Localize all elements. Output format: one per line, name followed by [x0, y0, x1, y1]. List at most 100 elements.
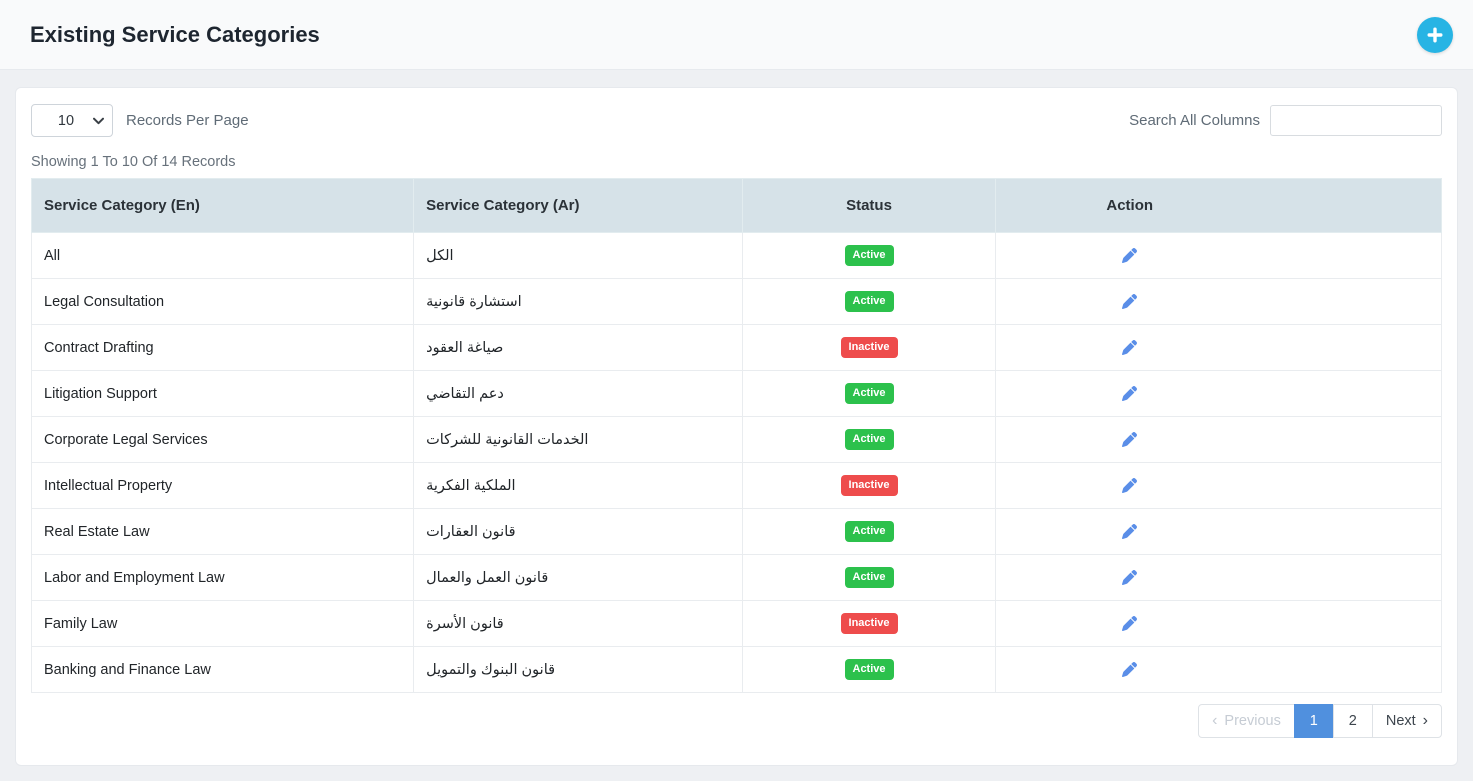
cell-status: Active [741, 278, 997, 325]
cell-status: Active [741, 508, 997, 555]
previous-page-button[interactable]: ‹ Previous [1198, 704, 1295, 738]
cell-ar: قانون العقارات [413, 508, 743, 555]
cell-en: Banking and Finance Law [30, 646, 415, 693]
table-row: Real Estate Law قانون العقارات Active [30, 508, 1442, 555]
status-badge: Inactive [840, 475, 898, 496]
pencil-icon [1122, 523, 1138, 542]
table-row: Intellectual Property الملكية الفكرية In… [30, 462, 1442, 509]
category-name-en: Legal Consultation [44, 293, 165, 310]
page-number-button[interactable]: 2 [1332, 704, 1373, 738]
edit-button[interactable] [1116, 337, 1143, 358]
category-name-ar: قانون الأسرة [426, 615, 504, 632]
category-name-en: Contract Drafting [44, 339, 154, 356]
pencil-icon [1122, 569, 1138, 588]
category-name-ar: الكل [426, 247, 454, 264]
status-badge: Active [844, 521, 894, 542]
cell-ar: الكل [413, 232, 743, 279]
cell-ar: استشارة قانونية [413, 278, 743, 325]
edit-button[interactable] [1116, 567, 1143, 588]
category-name-ar: صياغة العقود [426, 339, 504, 356]
column-header-en: Service Category (En) [30, 178, 415, 233]
cell-action [995, 232, 1442, 279]
records-per-page-select[interactable]: 10 [31, 104, 113, 137]
edit-button[interactable] [1116, 291, 1143, 312]
pencil-icon [1122, 477, 1138, 496]
pencil-icon [1122, 615, 1138, 634]
status-badge: Inactive [840, 613, 898, 634]
search-input[interactable] [1270, 105, 1442, 136]
cell-status: Active [741, 646, 997, 693]
edit-button[interactable] [1116, 383, 1143, 404]
category-name-en: All [44, 247, 61, 264]
status-badge: Active [844, 291, 894, 312]
records-per-page-label: Records Per Page [126, 112, 249, 129]
service-categories-card: 10 Records Per Page Search All Columns S… [15, 87, 1458, 766]
column-header-ar: Service Category (Ar) [413, 178, 743, 233]
category-name-ar: قانون العقارات [426, 523, 516, 540]
next-label: Next [1385, 713, 1416, 729]
status-badge: Active [844, 659, 894, 680]
status-badge: Inactive [840, 337, 898, 358]
cell-ar: قانون الأسرة [413, 600, 743, 647]
cell-ar: صياغة العقود [413, 324, 743, 371]
service-categories-table: Service Category (En) Service Category (… [30, 178, 1442, 693]
cell-en: Labor and Employment Law [30, 554, 415, 601]
pencil-icon [1122, 661, 1138, 680]
cell-ar: الملكية الفكرية [413, 462, 743, 509]
plus-icon [1427, 27, 1443, 43]
cell-action [995, 324, 1442, 371]
next-page-button[interactable]: Next › [1371, 704, 1442, 738]
page-title: Existing Service Categories [30, 21, 320, 47]
category-name-en: Litigation Support [44, 385, 157, 402]
cell-action [995, 508, 1442, 555]
cell-status: Active [741, 554, 997, 601]
add-category-button[interactable] [1417, 16, 1453, 53]
cell-status: Active [741, 232, 997, 279]
cell-status: Inactive [741, 462, 997, 509]
cell-action [995, 278, 1442, 325]
edit-button[interactable] [1116, 245, 1143, 266]
status-badge: Active [844, 567, 894, 588]
category-name-en: Real Estate Law [44, 523, 150, 540]
table-row: Contract Drafting صياغة العقود Inactive [30, 324, 1442, 371]
cell-status: Active [741, 370, 997, 417]
status-badge: Active [844, 429, 894, 450]
page-number-button[interactable]: 1 [1293, 704, 1334, 738]
cell-en: Contract Drafting [30, 324, 415, 371]
pencil-icon [1122, 293, 1138, 312]
edit-button[interactable] [1116, 521, 1143, 542]
cell-action [995, 646, 1442, 693]
cell-en: All [30, 232, 415, 279]
cell-en: Corporate Legal Services [30, 416, 415, 463]
table-controls: 10 Records Per Page Search All Columns [31, 104, 1442, 137]
chevron-right-icon: › [1422, 712, 1428, 729]
cell-en: Legal Consultation [30, 278, 415, 325]
category-name-ar: الملكية الفكرية [426, 477, 516, 494]
table-row: Family Law قانون الأسرة Inactive [30, 600, 1442, 647]
pencil-icon [1122, 247, 1138, 266]
cell-action [995, 554, 1442, 601]
cell-en: Family Law [30, 600, 415, 647]
column-header-action: Action [995, 178, 1442, 233]
edit-button[interactable] [1116, 613, 1143, 634]
category-name-ar: دعم التقاضي [426, 385, 504, 402]
previous-label: Previous [1224, 713, 1281, 729]
category-name-ar: استشارة قانونية [426, 293, 522, 310]
category-name-en: Banking and Finance Law [44, 661, 211, 678]
cell-action [995, 462, 1442, 509]
cell-status: Inactive [741, 600, 997, 647]
status-badge: Active [844, 245, 894, 266]
edit-button[interactable] [1116, 475, 1143, 496]
table-row: All الكل Active [30, 232, 1442, 279]
cell-ar: قانون العمل والعمال [413, 554, 743, 601]
pencil-icon [1122, 339, 1138, 358]
edit-button[interactable] [1116, 429, 1143, 450]
page-header: Existing Service Categories [0, 0, 1473, 70]
category-name-ar: قانون البنوك والتمويل [426, 661, 556, 678]
column-header-status: Status [741, 178, 997, 233]
edit-button[interactable] [1116, 659, 1143, 680]
cell-ar: قانون البنوك والتمويل [413, 646, 743, 693]
cell-status: Active [741, 416, 997, 463]
category-name-ar: الخدمات القانونية للشركات [426, 431, 589, 448]
